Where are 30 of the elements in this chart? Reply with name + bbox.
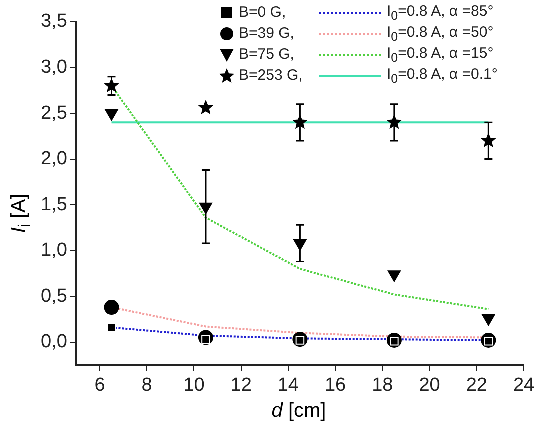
x-tick-label: 8 (142, 374, 152, 396)
y-tick-label: 2,5 (40, 102, 68, 124)
legend-label: B=39 G, (239, 25, 296, 42)
point (104, 300, 120, 316)
legend-label: I$_{0}$=0.8 A, α =85° (387, 2, 494, 22)
y-tick-label: 1,5 (40, 194, 68, 216)
x-tick-label: 16 (324, 374, 346, 396)
y-tick-label: 3,5 (40, 11, 68, 32)
legend-label: I$_{0}$=0.8 A, α =0.1° (387, 66, 498, 86)
x-axis-title: d [cm] (270, 400, 328, 423)
legend-label: B=0 G, (239, 4, 288, 21)
x-tick-label: 24 (513, 374, 535, 396)
y-tick-label: 2,0 (40, 148, 68, 170)
x-tick-label: 20 (419, 374, 440, 396)
x-tick-label: 10 (184, 374, 205, 396)
point (107, 323, 116, 332)
x-tick-label: 14 (278, 374, 300, 396)
y-tick-label: 1,0 (40, 240, 68, 262)
legend-label: I$_{0}$=0.8 A, α =50° (387, 24, 494, 44)
y-tick-label: 3,0 (40, 56, 68, 78)
legend-label: B=75 G, (239, 46, 296, 63)
x-tick-label: 12 (230, 374, 252, 396)
x-tick-label: 18 (372, 374, 394, 396)
x-tick-label: 22 (466, 374, 488, 396)
y-tick-label: 0,0 (40, 332, 68, 353)
legend-label: B=253 G, (239, 67, 304, 84)
x-tick-label: 6 (94, 374, 106, 396)
point (198, 100, 214, 114)
legend-label: I$_{0}$=0.8 A, α =15° (387, 44, 494, 64)
y-tick-label: 0,5 (40, 286, 68, 307)
